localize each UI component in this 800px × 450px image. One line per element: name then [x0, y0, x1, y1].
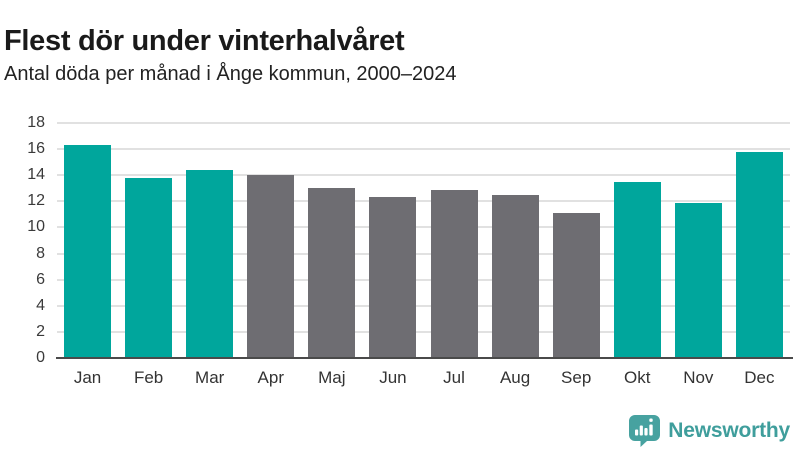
newsworthy-logo: Newsworthy [629, 415, 790, 447]
bar-slot-mar [179, 123, 240, 358]
y-tick-label-8: 8 [36, 244, 45, 262]
x-tick-label-nov: Nov [683, 368, 714, 387]
brand-name: Newsworthy [668, 419, 790, 442]
x-tick-label-okt: Okt [624, 368, 651, 387]
bar-aug [491, 194, 539, 358]
gridline-16 [57, 148, 790, 151]
bar-apr [247, 175, 295, 358]
y-tick-label-14: 14 [27, 166, 45, 184]
y-tick-label-4: 4 [36, 296, 45, 314]
bar-jan [64, 145, 112, 358]
bar-slot-apr [240, 123, 301, 358]
bar-slot-aug [485, 123, 546, 358]
x-tick-label-jun: Jun [379, 368, 407, 387]
page-title: Flest dör under vinterhalvåret [4, 25, 405, 58]
bar-slot-jun [362, 123, 423, 358]
x-tick-label-apr: Apr [257, 368, 284, 387]
x-tick-label-feb: Feb [133, 368, 164, 387]
gridline-6 [57, 278, 790, 281]
gridline-12 [57, 200, 790, 203]
x-tick-label-mar: Mar [195, 368, 225, 387]
bar-slot-nov [668, 123, 729, 358]
gridline-8 [57, 252, 790, 255]
x-tick-label-jul: Jul [443, 368, 465, 387]
y-tick-label-2: 2 [36, 322, 45, 340]
gridlines [57, 122, 790, 358]
bar-mar [186, 170, 234, 358]
bar-maj [308, 188, 356, 358]
bar-slot-jan [57, 123, 118, 358]
bar-chart-speech-bubble-icon [629, 415, 661, 447]
y-tick-label-6: 6 [36, 270, 45, 288]
y-tick-label-10: 10 [27, 218, 45, 236]
bar-jul [430, 189, 478, 358]
y-tick-label-12: 12 [27, 192, 45, 210]
x-axis-line [56, 356, 793, 359]
gridline-10 [57, 226, 790, 229]
gridline-14 [57, 174, 790, 177]
chart-subtitle: Antal döda per månad i Ånge kommun, 2000… [4, 63, 457, 85]
bar-jun [369, 197, 417, 358]
x-axis-labels: Jan Feb Mar Apr Maj Jun Jul Aug Sep Okt Nov Dec [57, 368, 790, 388]
y-tick-label-0: 0 [36, 349, 45, 366]
x-tick-label-sep: Sep [561, 368, 592, 387]
bar-feb [125, 177, 173, 358]
bar-slot-feb [118, 123, 179, 358]
bar-slot-maj [301, 123, 362, 358]
gridline-2 [57, 330, 790, 333]
gridline-4 [57, 304, 790, 307]
bar-slot-jul [423, 123, 484, 358]
y-axis-labels: 0 2 4 6 8 10 12 14 16 18 [0, 114, 45, 366]
bar-sep [552, 213, 600, 358]
y-tick-label-18: 18 [27, 114, 45, 131]
bar-nov [674, 202, 722, 358]
bar-slot-okt [607, 123, 668, 358]
bar-okt [613, 181, 661, 358]
x-tick-label-jan: Jan [73, 368, 102, 387]
gridline-18 [57, 122, 790, 124]
y-tick-label-16: 16 [27, 140, 45, 158]
bar-dec [735, 151, 783, 358]
bar-slot-sep [546, 123, 607, 358]
x-tick-label-maj: Maj [318, 368, 346, 387]
x-tick-label-dec: Dec [744, 368, 775, 387]
plot-area [56, 122, 793, 359]
bar-slot-dec [729, 123, 790, 358]
bars [57, 123, 790, 358]
x-tick-label-aug: Aug [499, 368, 531, 387]
